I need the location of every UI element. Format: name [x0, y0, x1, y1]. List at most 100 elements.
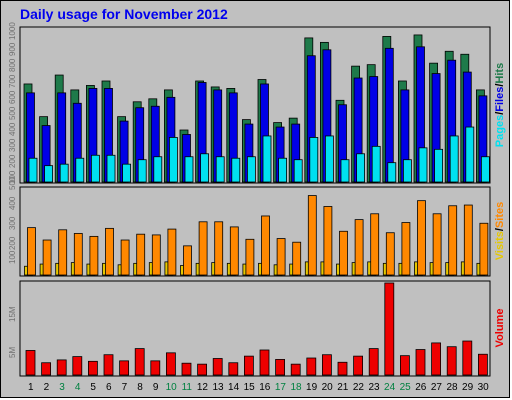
- y-tick-label: 300: [8, 138, 17, 152]
- y-tick-label: 500: [8, 176, 17, 190]
- volume-bar: [446, 346, 457, 376]
- sites-bar: [261, 215, 270, 276]
- volume-bar: [384, 282, 395, 376]
- y-tick-label: 600: [8, 90, 17, 104]
- y-tick-label: 200: [8, 154, 17, 168]
- pages-bar: [137, 159, 147, 183]
- sites-bar: [198, 221, 208, 276]
- pages-bar: [278, 157, 288, 183]
- volume-bar: [25, 350, 36, 376]
- pages-bar: [309, 137, 319, 183]
- pages-bar: [402, 159, 412, 183]
- pages-bar: [340, 159, 350, 183]
- pages-bar: [215, 156, 225, 183]
- volume-bar: [290, 363, 301, 376]
- pages-bar: [371, 145, 381, 183]
- sites-bar: [214, 221, 224, 276]
- sites-bar: [417, 200, 426, 276]
- volume-bar: [337, 361, 348, 376]
- day-label: 11: [182, 382, 193, 393]
- pages-bar: [387, 162, 397, 183]
- sites-bar: [448, 205, 458, 276]
- volume-bar: [368, 348, 379, 376]
- sites-bar: [385, 232, 395, 276]
- y-tick-label: 700: [8, 74, 17, 88]
- side-label-part: Files: [494, 87, 506, 112]
- sites-bar: [323, 206, 333, 276]
- sites-bar: [58, 229, 68, 276]
- day-label: 28: [446, 382, 458, 393]
- chart-title: Daily usage for November 2012: [20, 6, 228, 22]
- day-label: 16: [259, 382, 271, 393]
- pages-bar: [324, 135, 334, 183]
- y-tick-label: 400: [8, 196, 17, 210]
- day-label: 29: [462, 382, 474, 393]
- sites-bar: [120, 239, 130, 276]
- day-label: 2: [44, 382, 50, 393]
- pages-bar: [168, 137, 178, 183]
- day-label: 7: [122, 382, 128, 393]
- pages-bar: [91, 154, 100, 183]
- day-label: 12: [197, 382, 209, 393]
- day-label: 5: [90, 382, 96, 393]
- sites-bar: [73, 233, 83, 276]
- day-label: 30: [478, 382, 490, 393]
- volume-bar: [119, 360, 129, 376]
- volume-bar: [306, 357, 317, 376]
- day-label: 9: [153, 382, 159, 393]
- y-tick-label: 200: [8, 236, 17, 250]
- sites-bar: [292, 241, 302, 276]
- day-label: 6: [106, 382, 112, 393]
- y-tick-label: 500: [8, 106, 17, 120]
- pages-bar: [449, 135, 459, 183]
- sites-bar: [183, 245, 192, 276]
- volume-bar: [275, 359, 286, 376]
- series-side-label: Pages/Files/Hits: [494, 63, 506, 147]
- y-tick-label: 100: [8, 250, 17, 264]
- volume-bar: [321, 354, 332, 376]
- side-label-part: /: [494, 228, 506, 231]
- pages-bar: [231, 157, 241, 183]
- day-label: 13: [212, 382, 224, 393]
- sites-bar: [42, 239, 52, 276]
- volume-bar: [353, 355, 364, 376]
- day-label: 18: [290, 382, 302, 393]
- pages-bar: [122, 163, 131, 183]
- sites-bar: [136, 233, 146, 276]
- pages-bar: [465, 126, 475, 183]
- day-label: 10: [166, 382, 178, 393]
- volume-bar: [103, 354, 114, 376]
- volume-bar: [88, 360, 98, 376]
- day-label: 20: [322, 382, 334, 393]
- volume-bar: [165, 352, 176, 376]
- y-tick-label: 15M: [8, 306, 17, 322]
- side-label-part: Visits: [494, 231, 506, 260]
- sites-bar: [479, 222, 489, 276]
- volume-bar: [41, 362, 51, 376]
- pages-bar: [28, 157, 38, 183]
- day-label: 3: [59, 382, 65, 393]
- day-label: 25: [400, 382, 412, 393]
- pages-bar: [480, 156, 490, 183]
- y-tick-label: 900: [8, 42, 17, 56]
- volume-bar: [72, 356, 83, 376]
- pages-bar: [293, 159, 303, 183]
- sites-bar: [432, 213, 442, 276]
- pages-bar: [153, 156, 163, 183]
- series-side-label: Visits/Sites: [494, 202, 506, 261]
- y-tick-label: 800: [8, 58, 17, 72]
- day-label: 24: [384, 382, 396, 393]
- sites-bar: [27, 227, 36, 276]
- pages-bar: [356, 153, 366, 183]
- day-label: 17: [275, 382, 287, 393]
- volume-bar: [431, 342, 442, 376]
- sites-bar: [105, 227, 114, 276]
- sites-bar: [401, 222, 411, 276]
- y-tick-label: 400: [8, 122, 17, 136]
- y-tick-label: 1000: [8, 22, 17, 40]
- series-side-label: Volume: [494, 309, 506, 348]
- volume-bar: [212, 358, 223, 376]
- pages-bar: [262, 135, 272, 183]
- y-tick-label: 100: [8, 170, 17, 184]
- sites-bar: [339, 230, 348, 276]
